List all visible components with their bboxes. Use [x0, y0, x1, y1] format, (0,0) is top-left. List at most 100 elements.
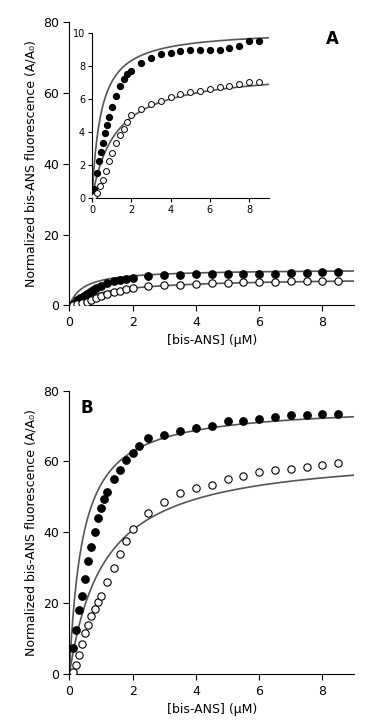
Point: [70, 298, 76, 310]
Point: [193, 482, 199, 494]
Point: [117, 274, 123, 286]
Point: [288, 276, 294, 287]
Point: [92, 526, 97, 538]
Point: [98, 502, 104, 513]
Point: [79, 590, 85, 602]
Point: [101, 493, 107, 505]
Point: [77, 292, 83, 304]
Point: [319, 266, 325, 278]
Point: [224, 415, 230, 426]
Point: [93, 282, 99, 294]
Point: [193, 422, 199, 434]
X-axis label: [bis-ANS] (μM): [bis-ANS] (μM): [166, 334, 257, 347]
Point: [104, 288, 110, 299]
Point: [272, 465, 278, 476]
Point: [335, 457, 341, 469]
Point: [82, 628, 88, 639]
Y-axis label: Normalized bis-ANS fluorescence (A/A₀): Normalized bis-ANS fluorescence (A/A₀): [24, 40, 37, 287]
Point: [92, 603, 97, 615]
Y-axis label: Normalized bis-ANS fluorescence (A/A₀): Normalized bis-ANS fluorescence (A/A₀): [24, 409, 37, 656]
Point: [74, 294, 80, 306]
Point: [82, 573, 88, 584]
Point: [272, 268, 278, 279]
Point: [146, 433, 151, 444]
Point: [146, 281, 151, 292]
Point: [93, 292, 99, 304]
Point: [272, 276, 278, 288]
Point: [89, 294, 95, 305]
Point: [70, 642, 76, 653]
Point: [89, 541, 95, 552]
Point: [319, 275, 325, 286]
Point: [146, 270, 151, 282]
Point: [193, 268, 199, 280]
Point: [123, 273, 129, 285]
Point: [73, 660, 78, 671]
Point: [70, 299, 76, 311]
Point: [95, 513, 101, 524]
Point: [84, 296, 90, 307]
Point: [84, 288, 90, 299]
Point: [304, 461, 310, 473]
Point: [76, 649, 82, 660]
Point: [241, 268, 246, 279]
Point: [111, 473, 116, 485]
Text: B: B: [81, 399, 93, 417]
Point: [209, 478, 215, 490]
Point: [304, 276, 310, 287]
Point: [104, 576, 110, 588]
Point: [98, 280, 104, 291]
Point: [73, 624, 78, 636]
X-axis label: [bis-ANS] (μM): [bis-ANS] (μM): [166, 703, 257, 716]
Point: [79, 297, 85, 309]
Point: [79, 638, 85, 650]
Point: [117, 465, 123, 476]
Point: [117, 548, 123, 560]
Point: [256, 413, 262, 425]
Point: [161, 270, 167, 281]
Point: [224, 277, 230, 289]
Point: [81, 290, 87, 302]
Point: [335, 266, 341, 278]
Point: [209, 277, 215, 289]
Point: [98, 590, 104, 602]
Point: [177, 269, 183, 281]
Point: [288, 463, 294, 474]
Point: [123, 283, 129, 295]
Point: [111, 276, 116, 287]
Point: [319, 407, 325, 419]
Point: [123, 454, 129, 465]
Text: A: A: [326, 30, 338, 49]
Point: [209, 420, 215, 432]
Point: [224, 268, 230, 279]
Point: [130, 282, 135, 294]
Point: [130, 273, 135, 284]
Point: [117, 285, 123, 297]
Point: [241, 470, 246, 481]
Point: [335, 407, 341, 419]
Point: [177, 426, 183, 437]
Point: [272, 411, 278, 423]
Point: [177, 488, 183, 500]
Point: [193, 278, 199, 289]
Point: [241, 277, 246, 289]
Point: [146, 507, 151, 518]
Point: [70, 667, 76, 679]
Point: [319, 459, 325, 471]
Point: [288, 268, 294, 279]
Point: [89, 610, 95, 621]
Point: [335, 275, 341, 286]
Point: [288, 410, 294, 421]
Point: [256, 268, 262, 279]
Point: [87, 286, 93, 297]
Point: [76, 605, 82, 616]
Point: [90, 284, 96, 296]
Point: [241, 415, 246, 426]
Point: [104, 278, 110, 289]
Point: [85, 555, 91, 566]
Point: [161, 429, 167, 441]
Point: [209, 268, 215, 280]
Point: [130, 523, 135, 534]
Point: [123, 536, 129, 547]
Point: [136, 440, 142, 452]
